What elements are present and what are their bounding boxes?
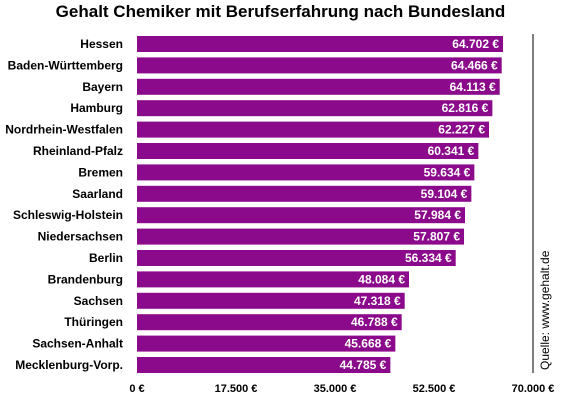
category-label: Mecklenburg-Vorp.: [15, 358, 123, 372]
x-tick-label: 52.500 €: [413, 383, 456, 395]
data-label: 64.702 €: [452, 37, 499, 51]
data-label: 59.634 €: [424, 165, 471, 179]
category-label: Hamburg: [70, 101, 123, 115]
data-label: 64.466 €: [451, 58, 498, 72]
data-label: 47.318 €: [354, 294, 401, 308]
category-label: Hessen: [80, 37, 123, 51]
bar: [137, 164, 475, 181]
bars-layer: Hessen 64.702 € Baden-Württemberg 64.466 € B…: [5, 36, 504, 373]
bar: [137, 100, 493, 117]
chart-title: Gehalt Chemiker mit Berufserfahrung nach…: [55, 2, 506, 21]
category-label: Berlin: [89, 251, 123, 265]
bar: [137, 250, 456, 266]
category-label: Baden-Württemberg: [8, 58, 123, 72]
bar: [137, 271, 410, 288]
bar: [137, 292, 405, 309]
category-label: Sachsen: [74, 294, 123, 308]
data-label: 48.084 €: [358, 272, 405, 286]
bar: [137, 314, 402, 331]
category-label: Saarland: [72, 187, 123, 201]
category-label: Nordrhein-Westfalen: [5, 123, 123, 137]
data-label: 44.785 €: [340, 358, 387, 372]
category-label: Sachsen-Anhalt: [32, 337, 123, 351]
category-label: Bremen: [78, 165, 123, 179]
category-label: Bayern: [82, 80, 123, 94]
data-label: 57.984 €: [414, 208, 461, 222]
x-tick-label: 0 €: [129, 383, 144, 395]
category-label: Niedersachsen: [38, 230, 123, 244]
bar: [137, 207, 466, 224]
data-label: 62.227 €: [438, 123, 485, 137]
data-label: 45.668 €: [345, 337, 392, 351]
data-label: 62.816 €: [442, 101, 489, 115]
bar: [137, 78, 500, 95]
bar: [137, 36, 504, 52]
x-axis-ticks: 0 € 17.500 € 35.000 € 52.500 € 70.000 €: [129, 383, 554, 395]
data-label: 57.807 €: [413, 230, 460, 244]
category-label: Rheinland-Pfalz: [33, 144, 123, 158]
category-label: Brandenburg: [48, 272, 123, 286]
data-label: 59.104 €: [421, 187, 468, 201]
category-label: Schleswig-Holstein: [13, 208, 123, 222]
source-label: Quelle: www.gehalt.de: [538, 250, 552, 370]
bar: [137, 57, 502, 74]
x-tick-label: 35.000 €: [314, 383, 357, 395]
data-label: 56.334 €: [405, 251, 452, 265]
bar: [137, 143, 479, 159]
bar: [137, 185, 472, 202]
bar: [137, 228, 465, 245]
x-tick-label: 70.000 €: [512, 383, 555, 395]
data-label: 60.341 €: [428, 144, 475, 158]
bar: [137, 335, 396, 352]
category-label: Thüringen: [64, 315, 123, 329]
x-tick-label: 17.500 €: [215, 383, 258, 395]
bar: [137, 121, 490, 138]
data-label: 64.113 €: [450, 80, 496, 94]
data-label: 46.788 €: [351, 315, 398, 329]
bar: [137, 357, 391, 373]
